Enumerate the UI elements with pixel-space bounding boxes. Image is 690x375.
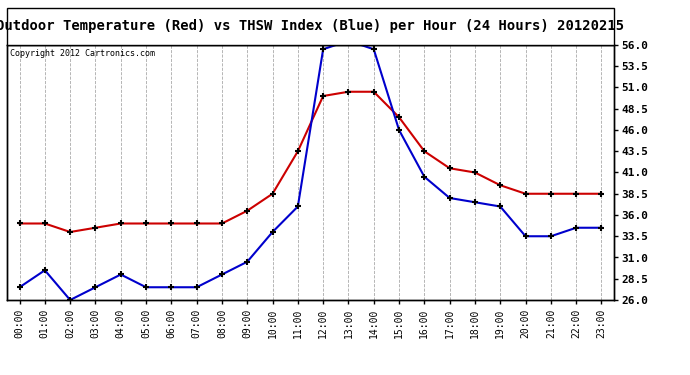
Text: Outdoor Temperature (Red) vs THSW Index (Blue) per Hour (24 Hours) 20120215: Outdoor Temperature (Red) vs THSW Index …	[0, 19, 624, 33]
Text: Copyright 2012 Cartronics.com: Copyright 2012 Cartronics.com	[10, 49, 155, 58]
FancyBboxPatch shape	[7, 8, 614, 45]
